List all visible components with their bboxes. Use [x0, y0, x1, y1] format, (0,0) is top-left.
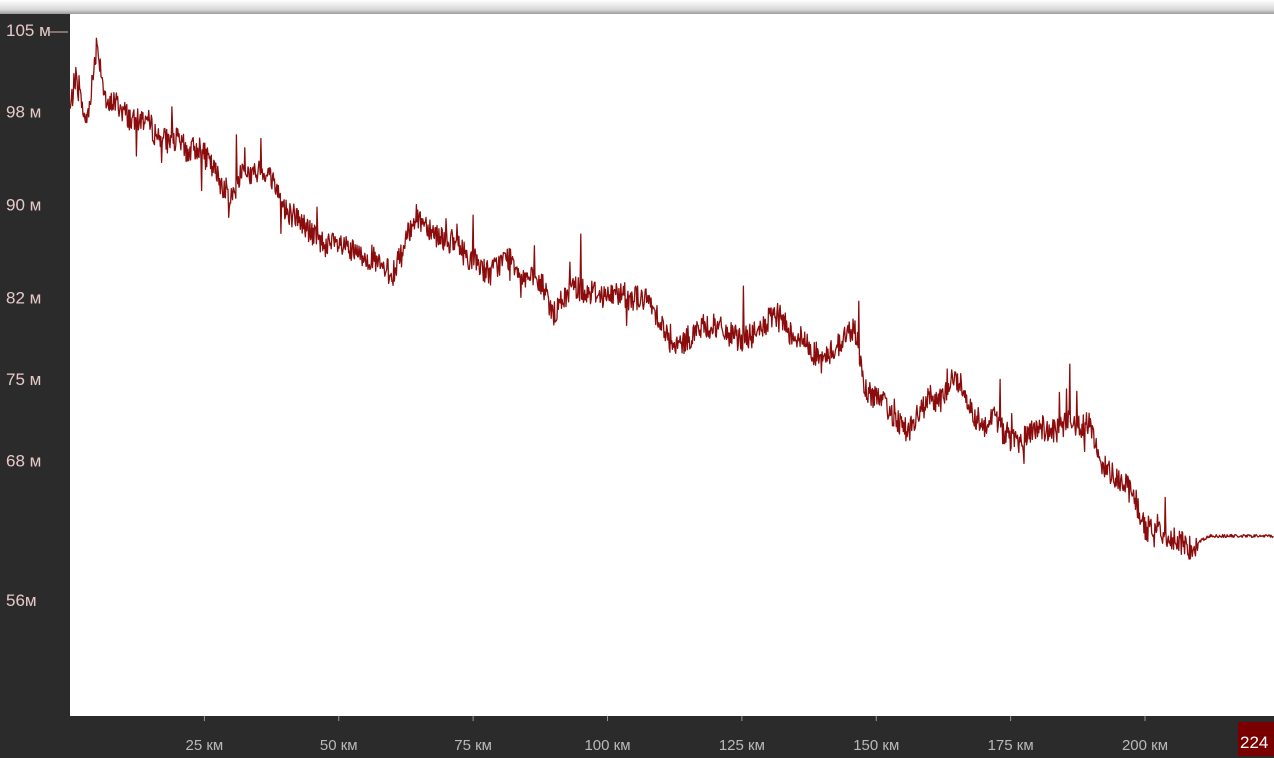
x-tick-label: 125 км	[719, 737, 765, 754]
x-tick-label: 200 км	[1122, 737, 1168, 754]
y-tick-label: 68 м	[6, 451, 41, 470]
series-line	[69, 37, 1274, 560]
x-axis-ticks: 25 км 50 км 75 км 100 км 125 км 150 км 175 км 2…	[186, 716, 1168, 754]
x-tick-label: 75 км	[454, 737, 492, 754]
end-label-background	[1238, 722, 1274, 756]
y-tick-label: 90 м	[6, 195, 41, 214]
series-layer	[69, 37, 1274, 560]
y-axis-ticks: 105 м 98 м 90 м 82 м 75 м 68 м 56м	[6, 21, 68, 610]
x-tick-label: 175 км	[988, 737, 1034, 754]
y-tick-label: 56м	[6, 591, 37, 610]
y-tick-label: 98 м	[6, 102, 41, 121]
y-tick-label: 105 м	[6, 21, 51, 40]
x-tick-label: 100 км	[584, 737, 630, 754]
x-tick-label: 50 км	[320, 737, 358, 754]
end-distance-label: 224 км	[1240, 733, 1274, 752]
x-tick-label: 25 км	[186, 737, 224, 754]
y-tick-label: 75 м	[6, 370, 41, 389]
end-distance-marker: 224 км	[1238, 722, 1274, 756]
x-tick-label: 150 км	[853, 737, 899, 754]
top-strip	[0, 0, 1274, 14]
plot-area	[70, 14, 1274, 716]
y-tick-label: 82 м	[6, 289, 41, 308]
